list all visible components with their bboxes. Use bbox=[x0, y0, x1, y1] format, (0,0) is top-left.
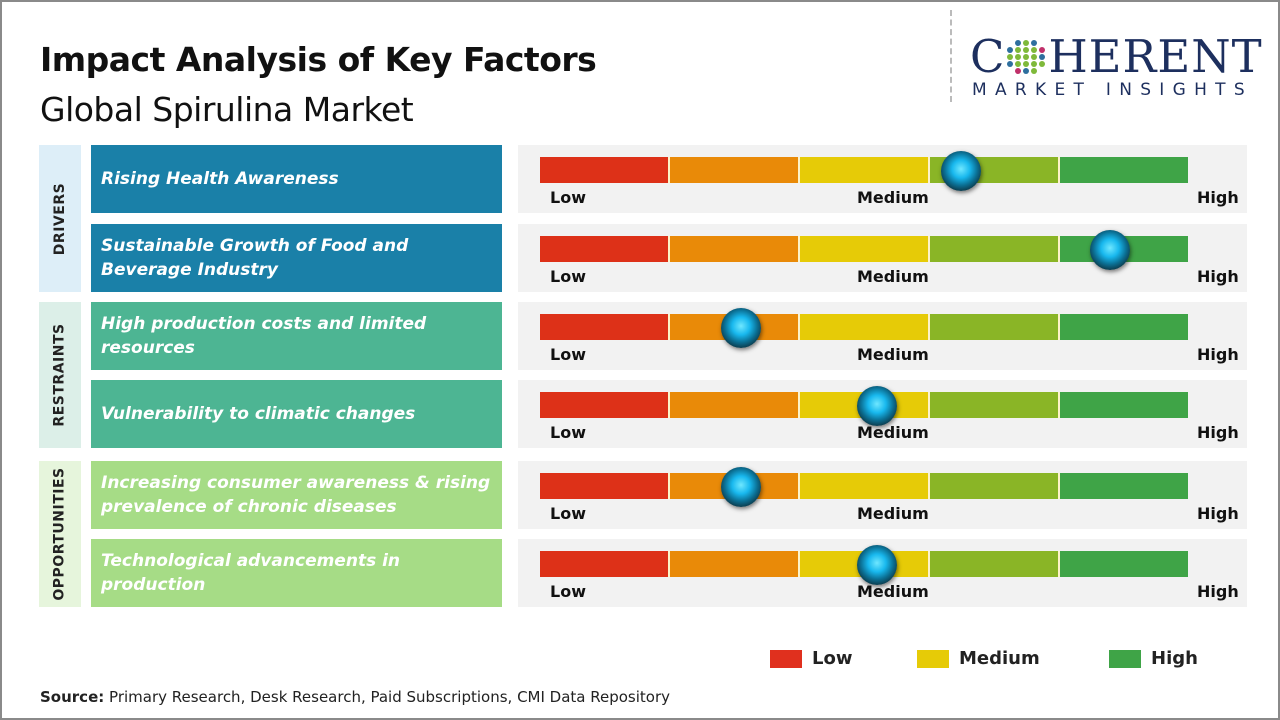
factor-label: High production costs and limited resour… bbox=[91, 302, 502, 370]
scale-label-high: High bbox=[1197, 504, 1239, 523]
gauge-segment bbox=[670, 551, 800, 577]
legend-high: High bbox=[1109, 648, 1198, 669]
legend-swatch bbox=[1109, 649, 1141, 668]
globe-icon bbox=[1007, 39, 1046, 74]
impact-marker bbox=[856, 386, 897, 426]
logo: C HERENT bbox=[970, 30, 1263, 83]
legend-medium: Medium bbox=[917, 648, 1040, 669]
scale-label-medium: Medium bbox=[857, 504, 929, 523]
scale-label-medium: Medium bbox=[857, 188, 929, 207]
source-note: Source: Primary Research, Desk Research,… bbox=[40, 688, 670, 706]
factor-label: Rising Health Awareness bbox=[91, 145, 502, 213]
gauge-segment bbox=[670, 157, 800, 183]
legend-label: Low bbox=[812, 648, 853, 669]
impact-gauge: Low Medium High bbox=[518, 302, 1247, 370]
gauge-segment bbox=[540, 236, 670, 262]
impact-gauge: Low Medium High bbox=[518, 539, 1247, 607]
category-label: OPPORTUNITIES bbox=[52, 467, 69, 601]
gauge-segment bbox=[1060, 157, 1188, 183]
legend-low: Low bbox=[770, 648, 852, 669]
scale-label-high: High bbox=[1197, 582, 1239, 601]
page-title: Impact Analysis of Key Factors bbox=[40, 40, 597, 79]
impact-marker bbox=[720, 467, 761, 507]
impact-marker bbox=[720, 308, 761, 348]
gauge-segment bbox=[930, 551, 1060, 577]
gauge-segment bbox=[800, 157, 930, 183]
scale-label-low: Low bbox=[550, 345, 586, 364]
category-drivers: DRIVERS bbox=[39, 145, 81, 292]
gauge-segment bbox=[800, 473, 930, 499]
gauge-bar bbox=[540, 236, 1188, 262]
scale-label-low: Low bbox=[550, 423, 586, 442]
source-text: Primary Research, Desk Research, Paid Su… bbox=[109, 688, 671, 706]
logo-subtitle: MARKET INSIGHTS bbox=[972, 80, 1253, 100]
gauge-segment bbox=[1060, 551, 1188, 577]
impact-marker bbox=[941, 151, 982, 191]
scale-label-medium: Medium bbox=[857, 582, 929, 601]
source-label: Source: bbox=[40, 688, 105, 706]
gauge-segment bbox=[670, 392, 800, 418]
scale-label-low: Low bbox=[550, 504, 586, 523]
legend-swatch bbox=[770, 649, 802, 668]
page-subtitle: Global Spirulina Market bbox=[40, 90, 414, 129]
gauge-segment bbox=[540, 314, 670, 340]
category-restraints: RESTRAINTS bbox=[39, 302, 81, 448]
gauge-segment bbox=[540, 551, 670, 577]
factor-label: Increasing consumer awareness & rising p… bbox=[91, 461, 502, 529]
legend-label: Medium bbox=[959, 648, 1040, 669]
gauge-segment bbox=[1060, 473, 1188, 499]
impact-gauge: Low Medium High bbox=[518, 224, 1247, 292]
scale-label-high: High bbox=[1197, 423, 1239, 442]
gauge-segment bbox=[540, 392, 670, 418]
category-label: DRIVERS bbox=[52, 182, 68, 255]
gauge-segment bbox=[930, 392, 1060, 418]
scale-label-high: High bbox=[1197, 267, 1239, 286]
impact-gauge: Low Medium High bbox=[518, 461, 1247, 529]
scale-label-low: Low bbox=[550, 267, 586, 286]
scale-label-medium: Medium bbox=[857, 345, 929, 364]
category-label: RESTRAINTS bbox=[52, 323, 68, 427]
gauge-segment bbox=[670, 236, 800, 262]
gauge-segment bbox=[1060, 314, 1188, 340]
gauge-segment bbox=[540, 473, 670, 499]
gauge-segment bbox=[1060, 392, 1188, 418]
gauge-segment bbox=[930, 236, 1060, 262]
impact-marker bbox=[1090, 230, 1131, 270]
scale-label-medium: Medium bbox=[857, 267, 929, 286]
factor-label: Vulnerability to climatic changes bbox=[91, 380, 502, 448]
legend-swatch bbox=[917, 649, 949, 668]
scale-label-low: Low bbox=[550, 188, 586, 207]
gauge-bar bbox=[540, 473, 1188, 499]
impact-marker bbox=[856, 545, 897, 585]
scale-label-medium: Medium bbox=[857, 423, 929, 442]
impact-gauge: Low Medium High bbox=[518, 145, 1247, 213]
scale-label-high: High bbox=[1197, 188, 1239, 207]
gauge-segment bbox=[930, 314, 1060, 340]
legend-label: High bbox=[1151, 648, 1198, 669]
factor-label: Sustainable Growth of Food and Beverage … bbox=[91, 224, 502, 292]
gauge-bar bbox=[540, 157, 1188, 183]
gauge-segment bbox=[540, 157, 670, 183]
gauge-bar bbox=[540, 392, 1188, 418]
factor-label: Technological advancements in production bbox=[91, 539, 502, 607]
gauge-bar bbox=[540, 314, 1188, 340]
gauge-segment bbox=[930, 473, 1060, 499]
logo-divider bbox=[950, 10, 952, 102]
gauge-segment bbox=[800, 236, 930, 262]
scale-label-high: High bbox=[1197, 345, 1239, 364]
scale-label-low: Low bbox=[550, 582, 586, 601]
impact-gauge: Low Medium High bbox=[518, 380, 1247, 448]
gauge-segment bbox=[800, 314, 930, 340]
category-opportunities: OPPORTUNITIES bbox=[39, 461, 81, 607]
